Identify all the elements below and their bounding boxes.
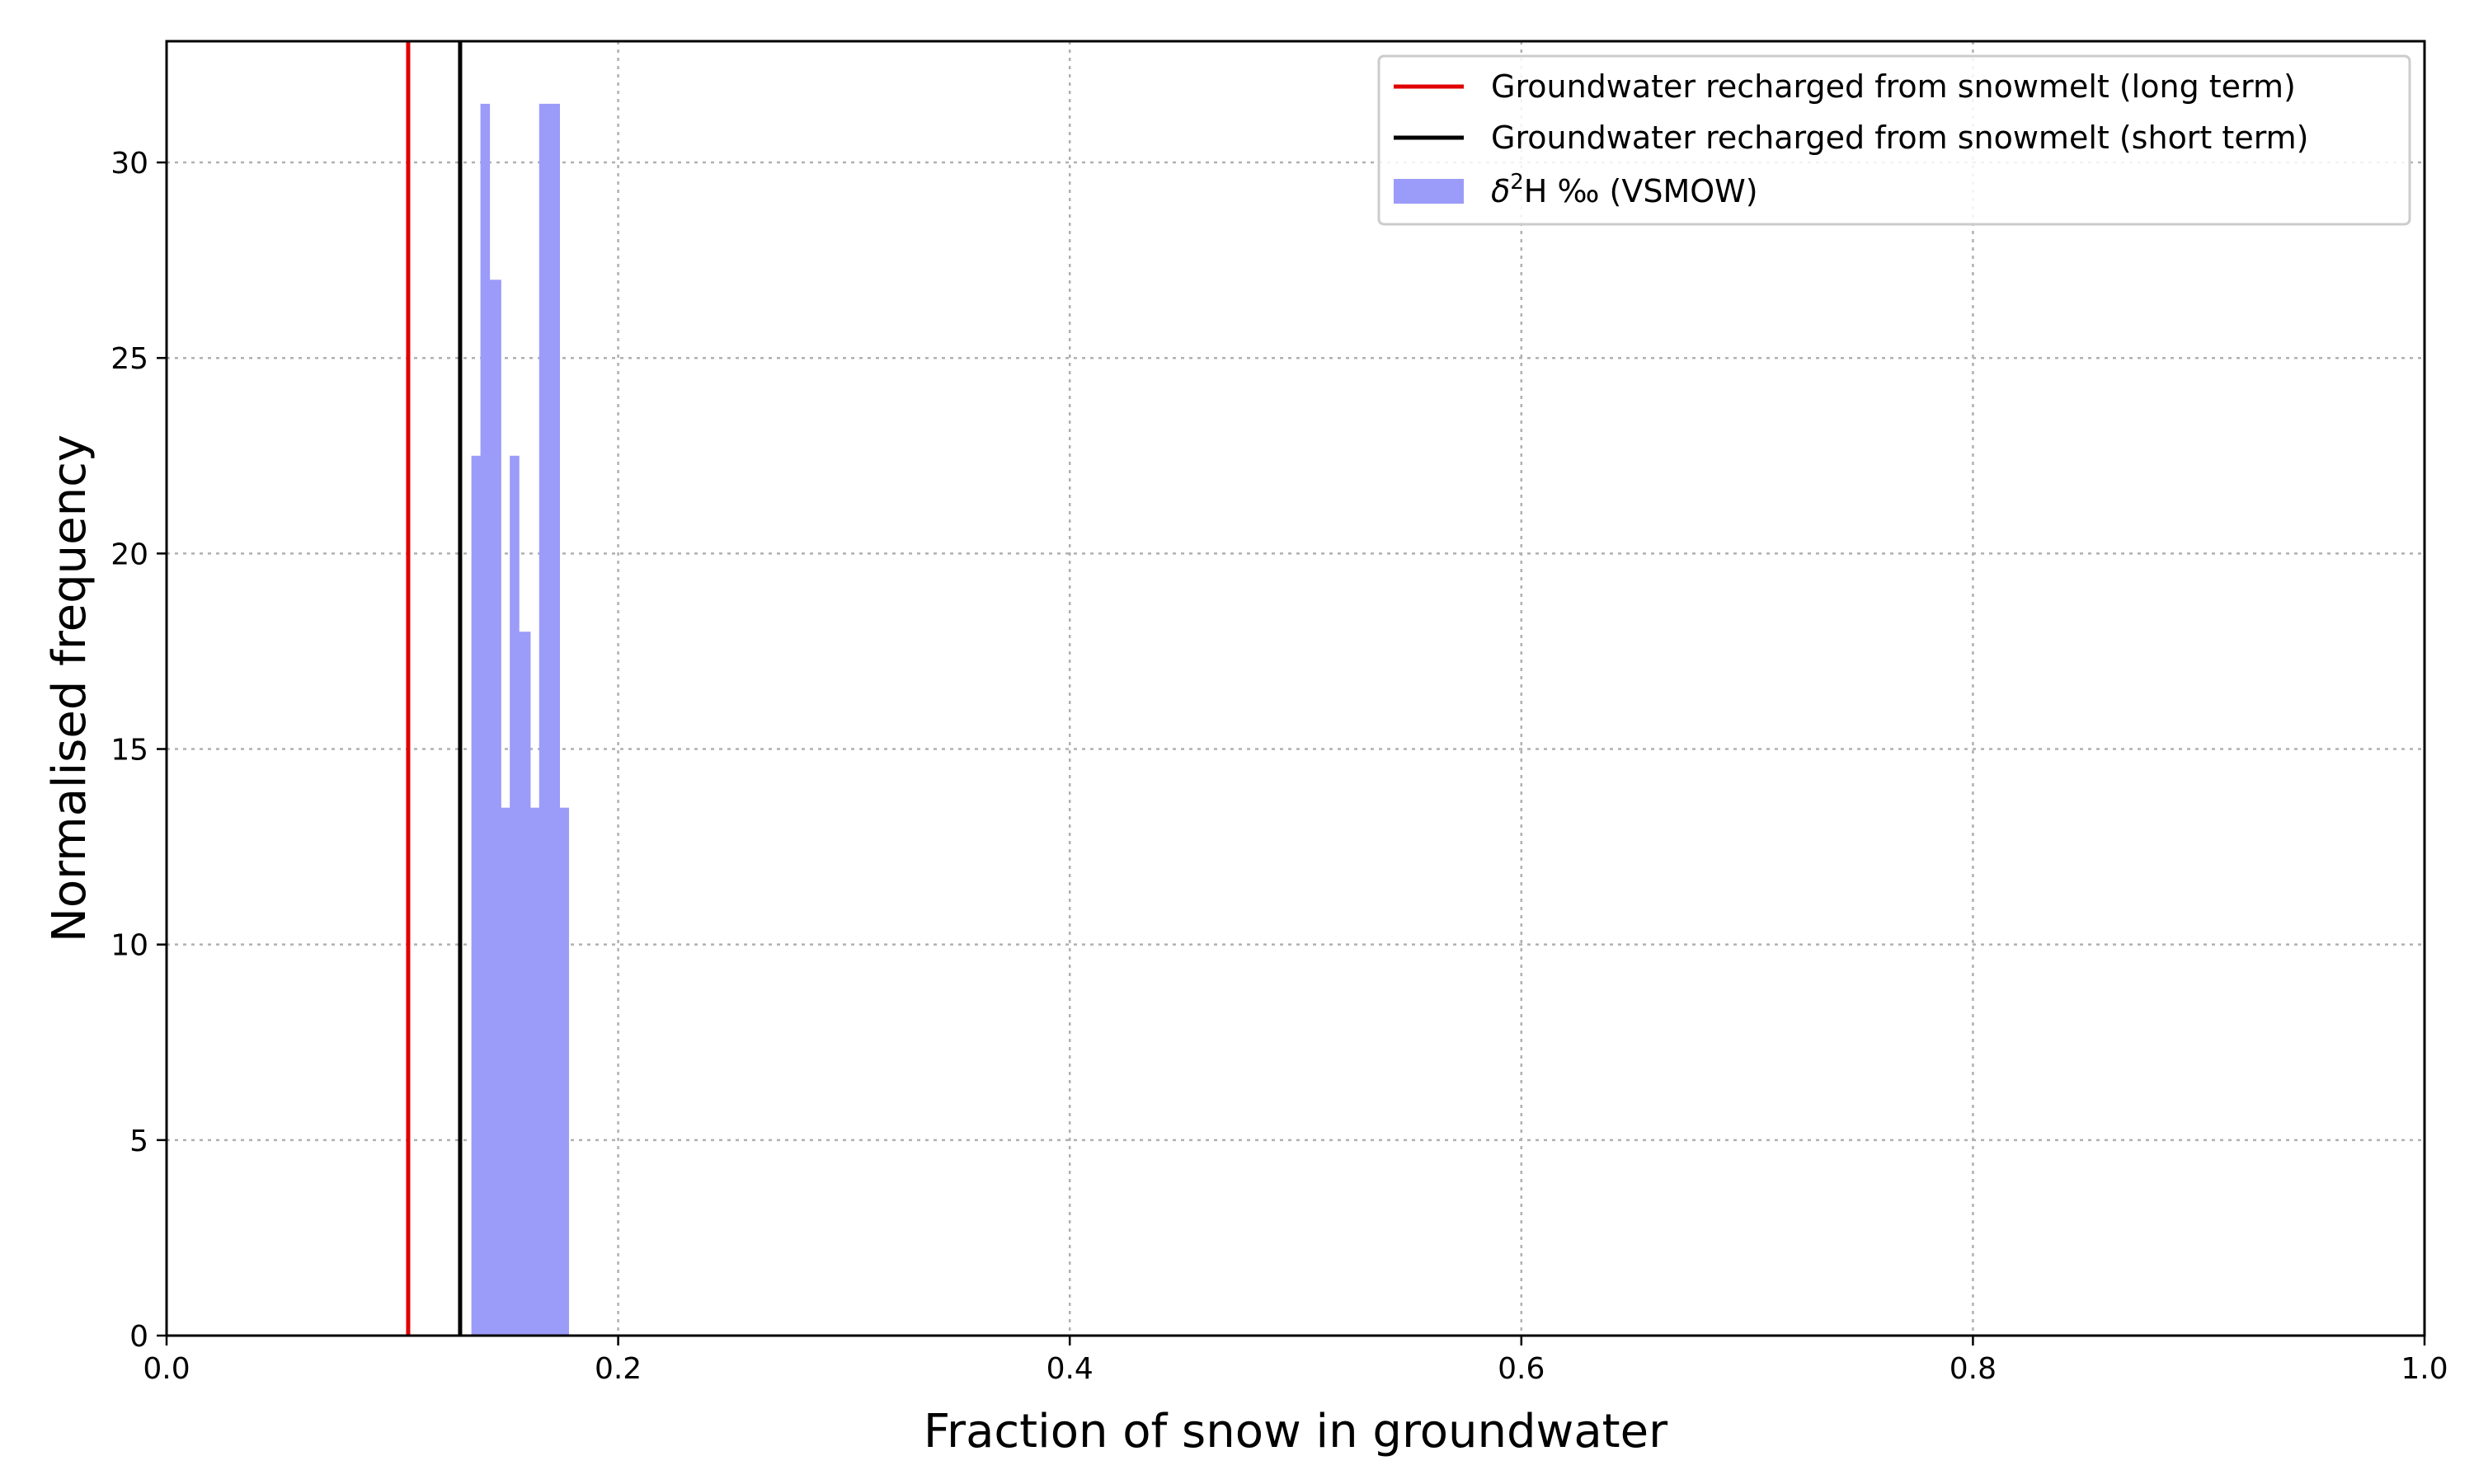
x-tick-label: 0.4: [1047, 1352, 1094, 1386]
reference-lines: [406, 41, 463, 1336]
histogram-bar: [559, 807, 569, 1336]
legend-label-superscript: 2: [1510, 170, 1524, 195]
x-tick-label: 0.2: [595, 1352, 642, 1386]
y-axis-label: Normalised frequency: [43, 434, 96, 942]
y-tick-label: 20: [111, 538, 148, 571]
histogram-bar: [510, 455, 520, 1336]
histogram-bar: [489, 279, 501, 1336]
histogram-bar: [529, 807, 540, 1336]
y-tick-label: 0: [129, 1320, 148, 1354]
x-tick-label: 0.0: [143, 1352, 190, 1386]
x-tick-label: 1.0: [2401, 1352, 2448, 1386]
legend-label-long-term: Groundwater recharged from snowmelt (lon…: [1491, 68, 2296, 105]
legend-label-rest: H ‰ (VSMOW): [1524, 173, 1758, 209]
histogram-bar: [539, 103, 549, 1336]
histogram-bar: [480, 103, 491, 1336]
y-tick-label: 30: [111, 147, 148, 181]
y-tick-label: 15: [111, 734, 148, 768]
y-tick-label: 10: [111, 929, 148, 963]
x-tick-label: 0.6: [1498, 1352, 1545, 1386]
legend-label-short-term: Groundwater recharged from snowmelt (sho…: [1491, 120, 2309, 156]
plot-frame: [165, 40, 2426, 1337]
y-tick-label: 25: [111, 342, 148, 376]
histogram-bar: [471, 455, 482, 1336]
histogram-bar: [548, 103, 561, 1336]
y-tick-label: 5: [129, 1125, 148, 1158]
legend: Groundwater recharged from snowmelt (lon…: [1377, 54, 2411, 226]
x-axis-label: Fraction of snow in groundwater: [924, 1405, 1668, 1458]
histogram-bars: [471, 103, 569, 1336]
legend-label-histogram: δ2H ‰ (VSMOW): [1491, 170, 1758, 209]
legend-swatch-histogram: [1394, 179, 1464, 204]
histogram-bar: [501, 807, 510, 1336]
legend-label-delta: δ: [1491, 173, 1510, 209]
histogram-bar: [519, 632, 531, 1336]
axis-ticks: 0.0 0.2 0.4 0.6 0.8 1.0 0 5 10 15 20 25 30: [111, 147, 2448, 1386]
x-tick-label: 0.8: [1950, 1352, 1997, 1386]
legend-box: [1377, 54, 2411, 226]
